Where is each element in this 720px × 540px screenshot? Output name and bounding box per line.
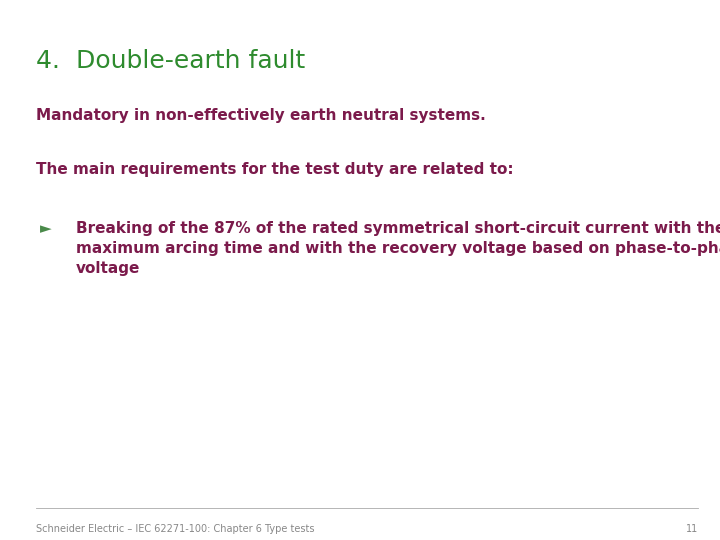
Text: Schneider Electric – IEC 62271-100: Chapter 6 Type tests: Schneider Electric – IEC 62271-100: Chap… xyxy=(36,524,315,534)
Text: 11: 11 xyxy=(686,524,698,534)
Text: Mandatory in non-effectively earth neutral systems.: Mandatory in non-effectively earth neutr… xyxy=(36,108,486,123)
Text: The main requirements for the test duty are related to:: The main requirements for the test duty … xyxy=(36,162,513,177)
Text: ►: ► xyxy=(40,221,51,237)
Text: Breaking of the 87% of the rated symmetrical short-circuit current with the
maxi: Breaking of the 87% of the rated symmetr… xyxy=(76,221,720,276)
Text: 4.  Double-earth fault: 4. Double-earth fault xyxy=(36,49,305,72)
